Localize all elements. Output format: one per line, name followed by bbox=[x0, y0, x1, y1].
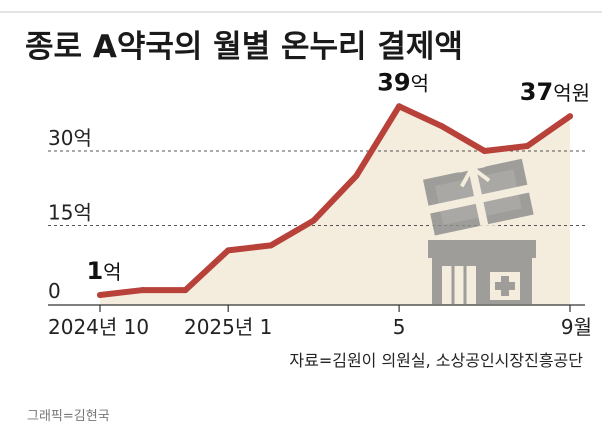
data-point bbox=[97, 292, 103, 299]
data-point bbox=[353, 172, 360, 179]
data-label: 37억원 bbox=[520, 78, 590, 106]
data-point bbox=[139, 287, 146, 294]
x-tick-label: 2024년 10 bbox=[48, 315, 149, 339]
line-layer: 1억 39억 37억원 bbox=[86, 68, 590, 299]
y-tick-label: 15억 bbox=[48, 201, 92, 225]
data-label: 1억 bbox=[86, 257, 121, 285]
x-tick-label: 5 bbox=[393, 315, 406, 339]
data-point bbox=[267, 242, 274, 249]
x-tick-label: 2025년 1 bbox=[184, 315, 272, 339]
y-tick-label: 0 bbox=[48, 279, 61, 303]
data-point bbox=[524, 143, 531, 150]
data-point bbox=[567, 113, 573, 120]
data-point bbox=[481, 148, 488, 154]
data-point bbox=[182, 287, 189, 294]
graphic-credit: 그래픽=김현국 bbox=[27, 409, 110, 424]
axis-layer: 2024년 10 2025년 1 5 9월 bbox=[48, 304, 592, 339]
x-tick-label: 9월 bbox=[561, 315, 592, 339]
series-line bbox=[97, 103, 573, 299]
data-point bbox=[225, 247, 232, 254]
grid-layer: 0 15억 30억 bbox=[48, 126, 585, 303]
data-point bbox=[310, 217, 317, 224]
source-note: 자료=김원이 의원실, 소상공인시장진흥공단 bbox=[289, 351, 583, 370]
gift-shop-icon bbox=[419, 151, 538, 304]
chart-title: 종로 A약국의 월별 온누리 결제액 bbox=[25, 29, 463, 65]
data-label: 39억 bbox=[377, 68, 429, 96]
data-point bbox=[438, 123, 445, 130]
y-tick-label: 30억 bbox=[48, 126, 92, 150]
data-point bbox=[396, 103, 403, 110]
